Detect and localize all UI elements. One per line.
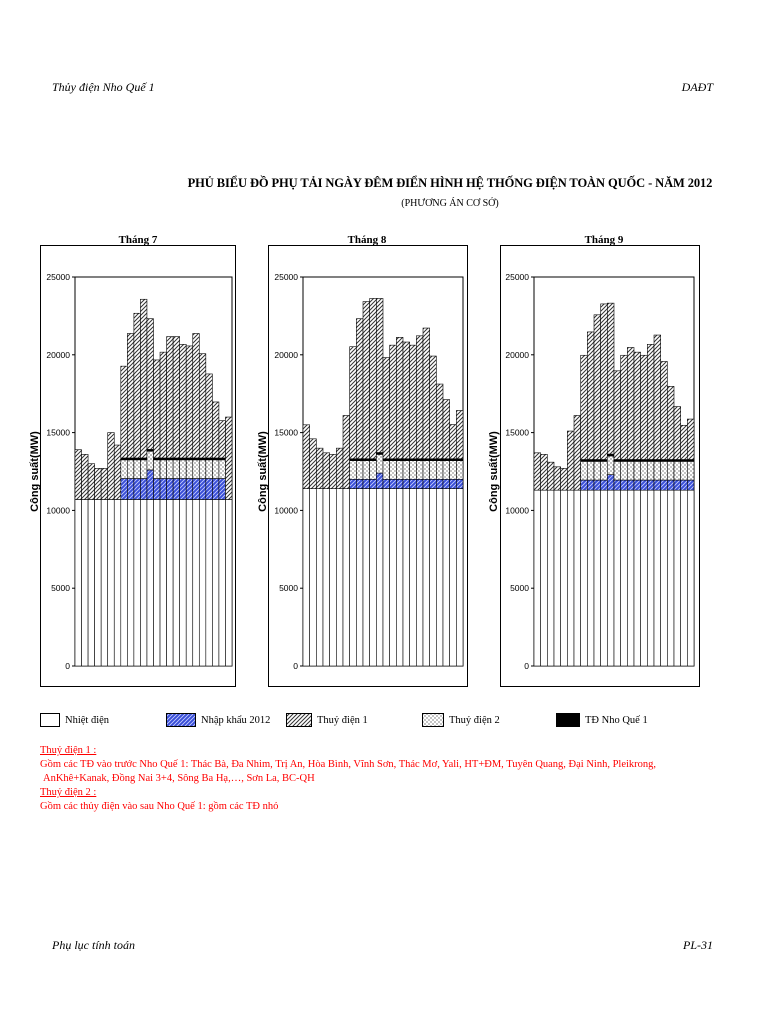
note-thuy1-line1: Gồm các TĐ vào trước Nho Quế 1: Thác Bà,… [40, 759, 657, 770]
legend-swatch-thuy2 [422, 713, 444, 727]
notes: Thuỷ điện 1 : Gồm các TĐ vào trước Nho Q… [40, 744, 740, 814]
legend-item-nhoque: TĐ Nho Quế 1 [556, 712, 648, 728]
header-right: DAĐT [681, 80, 713, 94]
legend-label-thuy1: Thuỷ điện 1 [317, 714, 368, 726]
legend-item-thuy2: Thuỷ điện 2 [422, 712, 500, 728]
chart-title-3: Tháng 9 [584, 234, 624, 246]
legend-item-nhiet: Nhiệt điện [40, 712, 109, 728]
chart-box-2 [268, 245, 468, 687]
chart-title-1: Tháng 7 [118, 234, 158, 246]
y-axis-label: Công suất(MW) [488, 431, 500, 512]
legend-label-nhapkhau: Nhập khẩu 2012 [201, 714, 271, 726]
legend-swatch-thuy1 [286, 713, 312, 727]
chart-title-2: Tháng 8 [347, 234, 387, 246]
note-thuy1-heading: Thuỷ điện 1 : [40, 745, 97, 756]
note-thuy1-line2: AnKhê+Kanak, Đồng Nai 3+4, Sông Ba Hạ,…,… [43, 773, 315, 784]
legend-swatch-nhoque [556, 713, 580, 727]
footer-left: Phụ lục tính toán [52, 938, 135, 952]
legend-item-nhapkhau: Nhập khẩu 2012 [166, 712, 270, 728]
footer-right: PL-31 [683, 938, 713, 952]
legend-label-thuy2: Thuỷ điện 2 [449, 714, 500, 726]
legend-swatch-nhiet [40, 713, 60, 727]
chart-box-1 [40, 245, 236, 687]
legend-swatch-nhapkhau [166, 713, 196, 727]
legend-item-thuy1: Thuỷ điện 1 [286, 712, 368, 728]
header-left: Thủy điện Nho Quế 1 [52, 80, 155, 94]
page-subtitle: (PHƯƠNG ÁN CƠ SỞ) [401, 198, 499, 209]
legend-label-nhiet: Nhiệt điện [65, 714, 110, 726]
legend: Nhiệt điện Nhập khẩu 2012 Thuỷ điện 1 Th… [40, 712, 740, 732]
legend-label-nhoque: TĐ Nho Quế 1 [585, 714, 648, 726]
note-thuy2-heading: Thuỷ điện 2 : [40, 787, 97, 798]
page-title: PHỦ BIỂU ĐỒ PHỤ TẢI NGÀY ĐÊM ĐIỂN HÌNH H… [187, 176, 713, 190]
chart-box-3 [500, 245, 700, 687]
note-thuy2-line1: Gồm các thủy điện vào sau Nho Quế 1: gồm… [40, 801, 279, 812]
